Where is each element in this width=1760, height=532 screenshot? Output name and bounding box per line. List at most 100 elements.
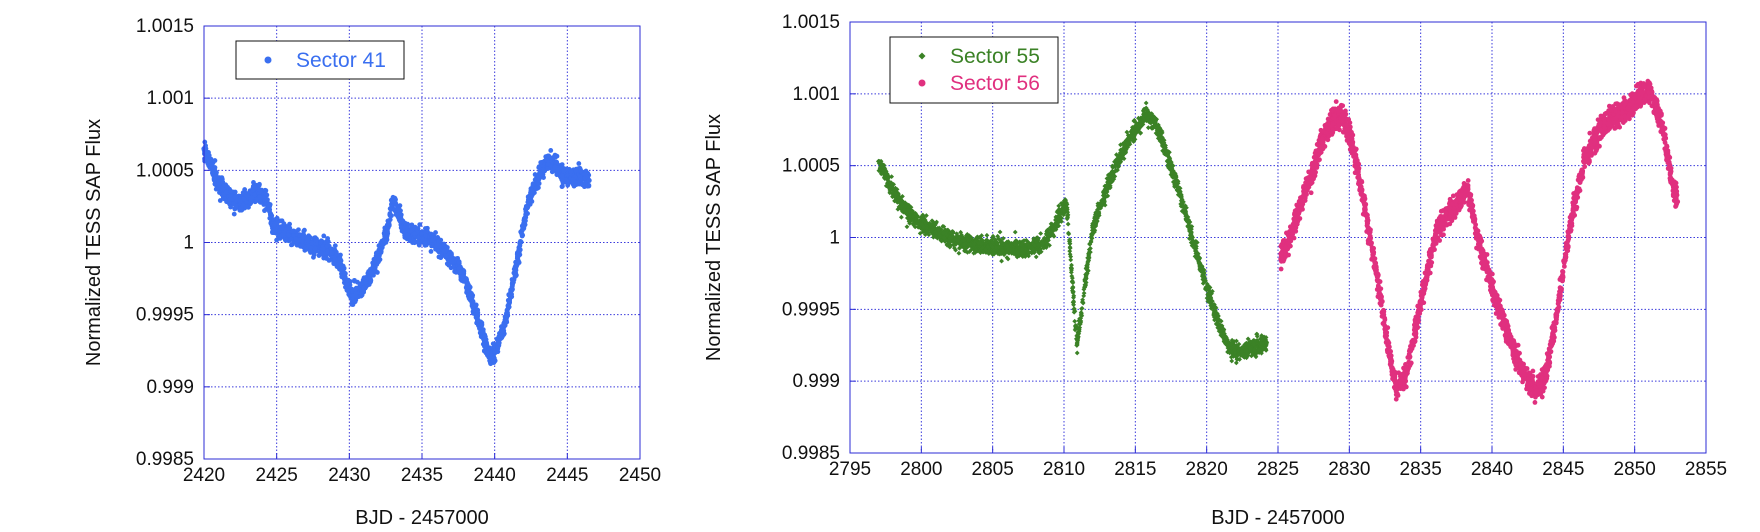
data-point [933,233,939,239]
data-point [477,326,482,331]
data-point [446,258,452,264]
data-point [1054,224,1060,229]
data-point [470,303,476,309]
data-point [993,245,999,250]
data-point [1071,302,1076,308]
legend: Sector 41 [235,40,405,80]
data-point [904,224,910,230]
data-point [206,153,212,158]
data-point [954,231,960,237]
y-tick-label: 0.999 [146,377,194,398]
data-point [291,232,296,238]
data-point [961,241,967,247]
data-point [353,290,359,296]
x-axis-label: BJD - 2457000 [355,507,488,529]
data-point [880,164,886,170]
data-point [332,256,338,262]
data-point [329,250,335,256]
data-point [495,346,501,351]
data-point [568,169,574,175]
data-point [361,289,367,295]
data-point [1061,210,1067,216]
data-point [249,195,255,201]
data-point [267,215,273,221]
data-point [325,249,330,255]
data-point [1059,219,1064,224]
data-point [1035,242,1041,248]
data-point [956,250,962,256]
data-point [385,231,391,236]
data-point [291,228,297,234]
data-point [1058,216,1064,221]
data-point [1045,238,1051,244]
data-point [1081,293,1087,299]
data-point [967,249,972,255]
data-point [1079,306,1084,312]
data-point [949,234,955,240]
data-point [214,170,219,175]
data-point [889,183,894,189]
data-point [238,198,243,204]
data-point [948,243,954,248]
data-point [971,241,977,247]
data-point [352,287,358,293]
data-point [359,281,364,286]
data-point [925,229,931,235]
y-tick-label: 0.9985 [136,449,194,470]
data-point [560,183,565,189]
data-point [457,269,463,275]
data-point [983,238,989,243]
data-point [923,213,929,218]
data-point [238,206,244,212]
data-point [883,183,889,189]
data-point [947,239,953,244]
data-point [548,148,554,153]
data-point [981,249,987,255]
data-point [1014,238,1020,244]
data-point [503,314,509,319]
data-point [1014,253,1020,259]
data-points [201,139,592,367]
data-point [280,232,285,238]
data-point [582,171,588,177]
data-point [576,161,582,166]
data-point [993,238,999,244]
data-point [552,155,558,160]
data-point [1079,313,1085,319]
data-point [990,239,996,245]
data-point [506,292,512,298]
data-point [513,270,519,276]
data-point [994,240,1000,246]
data-point [1077,316,1083,322]
data-point [246,204,251,210]
data-point [1064,209,1070,214]
data-point [972,250,978,255]
data-point [479,322,485,328]
data-point [460,273,466,279]
data-point [921,218,927,224]
data-point [965,249,970,255]
data-point [506,304,512,310]
data-point [212,158,218,163]
x-tick-label: 2430 [328,465,370,486]
data-point [1029,249,1035,255]
data-point [442,248,448,254]
data-point [517,240,523,246]
data-point [545,161,551,167]
data-point [1067,237,1073,243]
data-point [1067,241,1073,247]
data-point [220,192,226,197]
data-point [887,190,893,196]
data-point [1062,203,1068,209]
data-point [368,279,373,285]
data-point [516,247,522,253]
data-point [257,181,262,187]
data-point [438,255,444,261]
data-point [228,188,234,194]
data-point [263,191,268,197]
data-point [883,169,889,175]
data-point [456,266,462,271]
data-point [585,183,590,189]
data-point [1074,350,1080,356]
data-point [404,227,410,233]
